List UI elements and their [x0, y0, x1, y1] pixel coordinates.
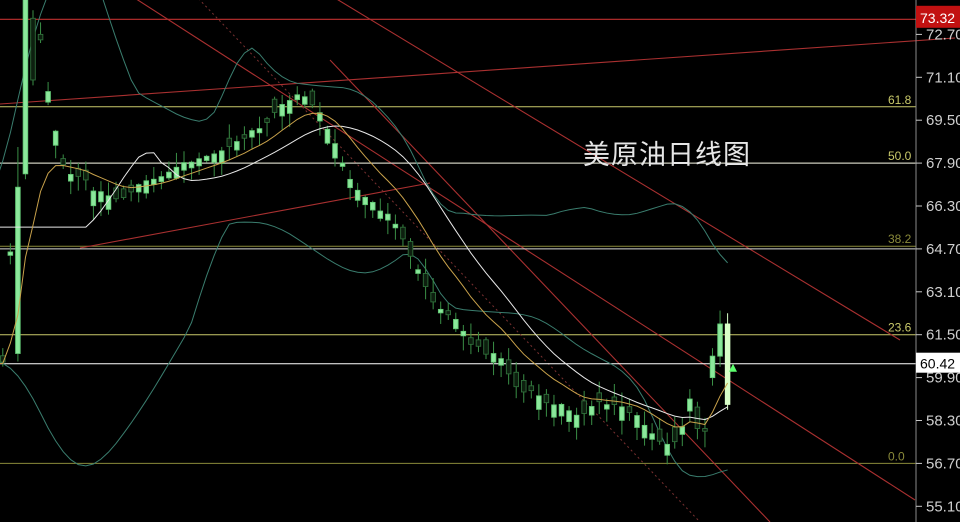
- svg-text:23.6: 23.6: [888, 321, 912, 335]
- svg-text:63.10: 63.10: [926, 284, 960, 301]
- svg-text:67.90: 67.90: [926, 155, 960, 172]
- svg-text:72.70: 72.70: [926, 26, 960, 43]
- svg-text:美原油日线图: 美原油日线图: [583, 140, 751, 170]
- svg-text:69.50: 69.50: [926, 112, 960, 129]
- svg-text:73.32: 73.32: [920, 10, 955, 26]
- svg-text:61.8: 61.8: [888, 93, 912, 107]
- svg-text:50.0: 50.0: [888, 149, 912, 163]
- svg-text:64.70: 64.70: [926, 241, 960, 258]
- svg-text:61.50: 61.50: [926, 327, 960, 344]
- svg-text:38.2: 38.2: [888, 232, 912, 246]
- svg-text:66.30: 66.30: [926, 198, 960, 215]
- svg-text:56.70: 56.70: [926, 455, 960, 472]
- svg-text:58.30: 58.30: [926, 413, 960, 430]
- svg-text:59.90: 59.90: [926, 370, 960, 387]
- svg-text:0.0: 0.0: [888, 449, 905, 463]
- svg-text:71.10: 71.10: [926, 69, 960, 86]
- svg-text:55.10: 55.10: [926, 498, 960, 515]
